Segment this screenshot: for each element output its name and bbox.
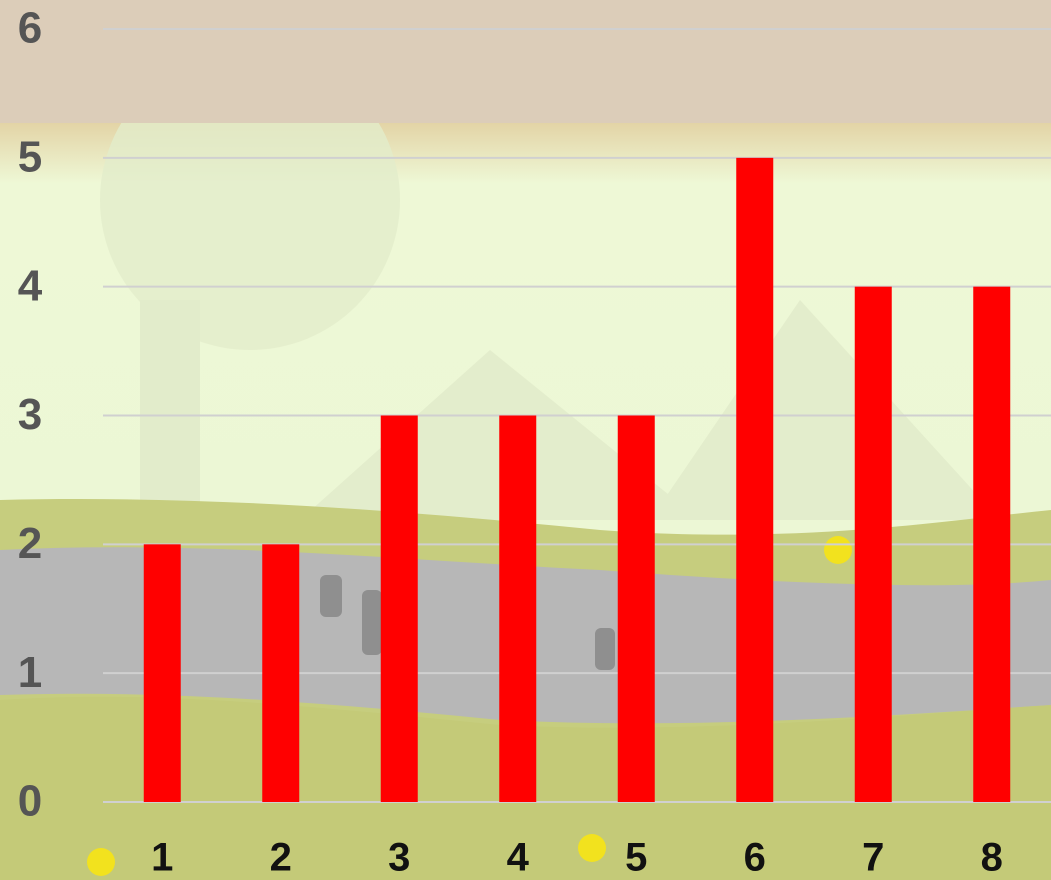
y-tick-label: 5: [18, 132, 42, 181]
x-tick-label: 5: [625, 836, 647, 880]
chart: 0 1 2 3 4 5 6 1 2 3 4 5 6 7 8: [0, 0, 1051, 880]
bar: [262, 544, 299, 802]
x-tick-label: 8: [981, 836, 1003, 880]
bar: [855, 287, 892, 802]
bar: [381, 416, 418, 803]
x-tick-label: 4: [507, 836, 530, 880]
bar: [499, 416, 536, 803]
y-tick-label: 3: [18, 390, 42, 439]
x-tick-label: 3: [388, 836, 410, 880]
x-tick-label: 2: [270, 836, 292, 880]
x-tick-label: 6: [744, 836, 766, 880]
y-tick-label: 4: [18, 261, 43, 310]
bar: [736, 158, 773, 802]
y-tick-label: 1: [18, 648, 42, 697]
y-tick-label: 6: [18, 4, 42, 53]
y-tick-label: 0: [18, 777, 42, 826]
x-tick-label: 7: [862, 836, 884, 880]
bar: [973, 287, 1010, 802]
y-tick-label: 2: [18, 519, 42, 568]
bar: [144, 544, 181, 802]
x-tick-label: 1: [151, 836, 173, 880]
page: 012345612345678 (() => { const data = JS…: [0, 0, 1051, 880]
bar: [618, 416, 655, 803]
